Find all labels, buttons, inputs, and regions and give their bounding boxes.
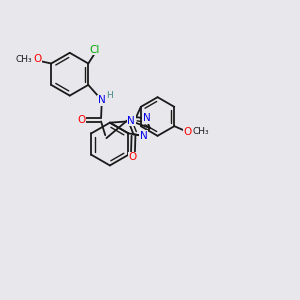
Text: CH₃: CH₃ <box>16 55 32 64</box>
Text: O: O <box>129 152 137 162</box>
Text: O: O <box>33 54 41 64</box>
Text: N: N <box>140 131 147 141</box>
Text: N: N <box>98 95 106 105</box>
Text: O: O <box>184 127 192 136</box>
Text: N: N <box>143 113 151 123</box>
Text: H: H <box>106 92 113 100</box>
Text: N: N <box>128 116 135 126</box>
Text: Cl: Cl <box>90 45 100 55</box>
Text: CH₃: CH₃ <box>192 127 209 136</box>
Text: O: O <box>77 115 85 125</box>
